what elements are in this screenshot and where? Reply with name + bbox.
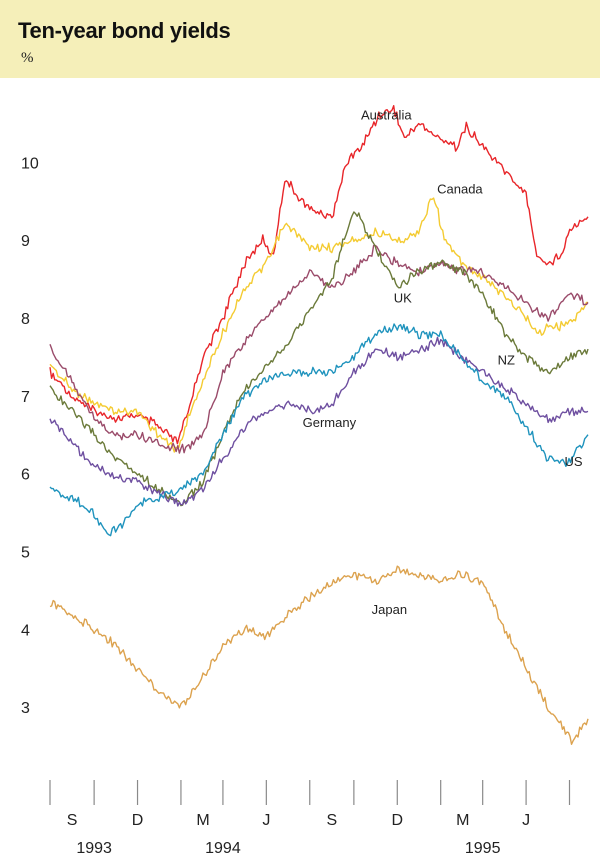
series-label-uk: UK	[394, 290, 412, 305]
y-tick-label: 7	[21, 389, 30, 406]
x-month-label: J	[522, 812, 530, 829]
y-tick-label: 5	[21, 544, 30, 561]
y-unit-label: %	[21, 50, 34, 66]
x-axis: S D M J S D M J 1993 1994 1995	[49, 780, 571, 857]
y-tick-label: 3	[21, 700, 30, 717]
chart-title: Ten-year bond yields	[18, 18, 231, 43]
series-line-nz	[49, 211, 589, 507]
series-line-uk	[49, 244, 589, 454]
y-tick-label: 10	[21, 155, 39, 172]
x-month-label: J	[262, 812, 270, 829]
y-tick-label: 9	[21, 233, 30, 250]
series-label-us: US	[565, 454, 583, 469]
series-label-australia: Australia	[361, 107, 412, 122]
series-labels: Australia Canada UK NZ Germany US Japan	[303, 107, 583, 616]
y-tick-label: 8	[21, 311, 30, 328]
x-month-label: M	[196, 812, 209, 829]
y-axis-tick-labels: 3 4 5 6 7 8 9 10	[21, 155, 39, 717]
series-label-canada: Canada	[437, 181, 483, 196]
series-line-australia	[49, 105, 589, 445]
x-month-label: S	[326, 812, 337, 829]
x-month-label: D	[132, 812, 144, 829]
series-label-nz: NZ	[498, 353, 515, 368]
x-year-label: 1993	[76, 840, 112, 857]
series-line-germany	[49, 336, 589, 507]
x-month-label: M	[456, 812, 469, 829]
x-year-label: 1995	[465, 840, 501, 857]
series-lines	[49, 105, 589, 745]
series-line-japan	[49, 565, 589, 745]
series-label-germany: Germany	[303, 415, 357, 430]
x-year-label: 1994	[205, 840, 241, 857]
x-month-label: S	[67, 812, 78, 829]
y-tick-label: 4	[21, 622, 30, 639]
series-line-canada	[49, 197, 589, 453]
series-label-japan: Japan	[372, 602, 407, 617]
chart-header: Ten-year bond yields %	[0, 0, 600, 78]
x-month-label: D	[391, 812, 403, 829]
series-line-us	[49, 323, 589, 537]
y-tick-label: 6	[21, 467, 30, 484]
